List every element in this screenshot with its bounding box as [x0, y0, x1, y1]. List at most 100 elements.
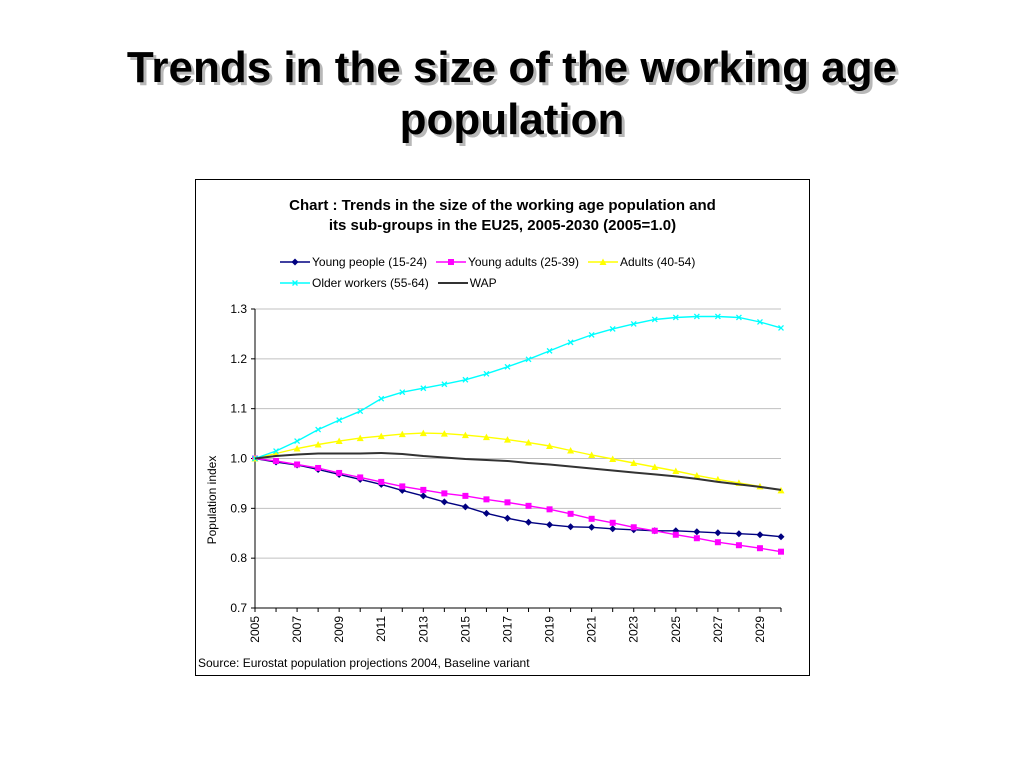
legend-label-young-people: Young people (15-24) — [312, 254, 427, 269]
data-point — [588, 331, 595, 338]
slide-title-line2: population — [399, 95, 625, 144]
data-point — [335, 437, 343, 445]
series-line-adults-40-54 — [254, 432, 782, 492]
data-point — [399, 483, 406, 490]
data-point — [546, 347, 553, 354]
data-point — [294, 461, 301, 468]
legend-label-wap: WAP — [469, 275, 497, 290]
data-point — [462, 376, 469, 383]
data-point — [714, 539, 721, 546]
data-point — [503, 514, 511, 522]
data-point — [440, 430, 448, 437]
legend-swatch-wap — [437, 281, 468, 284]
data-point — [377, 432, 385, 440]
data-point — [483, 370, 490, 377]
data-point — [777, 486, 785, 494]
data-point — [461, 431, 469, 439]
data-point — [525, 356, 532, 363]
plot-area: 0.7 0.8 0.9 1.0 1.1 1.2 1.3 2005 2007 2009 2011 201… — [230, 302, 785, 643]
legend-row-1: Young people (15-24) Young adults (25-39… — [280, 251, 780, 272]
data-point — [756, 531, 764, 539]
data-point — [756, 545, 763, 552]
data-point — [567, 510, 574, 517]
series-wap — [254, 451, 782, 491]
series-line-young-people-15-24 — [254, 457, 782, 538]
legend-swatch-young-adults — [435, 258, 466, 265]
x-tick-label: 2029 — [753, 616, 767, 643]
data-point — [378, 395, 385, 402]
data-point — [294, 438, 301, 445]
data-point — [672, 531, 679, 538]
data-point — [336, 469, 343, 476]
chart-frame: Chart : Trends in the size of the workin… — [195, 179, 810, 676]
x-tick-label: 2027 — [711, 616, 725, 643]
x-tick-label: 2017 — [500, 616, 514, 643]
data-point — [440, 498, 448, 506]
series-line-wap — [254, 451, 782, 491]
legend-swatch-young-people — [280, 258, 310, 265]
data-point — [357, 474, 364, 481]
y-tick-label: 1.2 — [230, 352, 247, 366]
chart-title: Chart : Trends in the size of the workin… — [196, 196, 809, 236]
data-point — [651, 316, 658, 323]
y-tick-label: 1.3 — [230, 302, 247, 316]
data-point — [546, 506, 553, 513]
x-tick-label: 2009 — [332, 616, 346, 643]
legend-label-older-workers: Older workers (55-64) — [312, 275, 429, 290]
data-point — [630, 320, 637, 327]
data-point — [693, 528, 701, 536]
series-older-workers-55-64 — [252, 313, 784, 462]
data-point — [546, 521, 554, 529]
legend-item-wap: WAP — [437, 275, 497, 290]
data-point — [693, 313, 700, 320]
data-point — [441, 381, 448, 388]
data-point — [693, 535, 700, 542]
data-point — [693, 471, 701, 479]
data-point — [588, 515, 595, 522]
x-tick-label: 2023 — [627, 616, 641, 643]
data-point — [609, 455, 617, 462]
data-point — [398, 430, 406, 438]
data-point — [735, 314, 742, 321]
data-point — [356, 434, 364, 442]
data-point — [315, 464, 322, 471]
data-point — [419, 429, 427, 437]
data-point — [482, 509, 490, 517]
data-point — [735, 530, 743, 538]
x-tick-label: 2007 — [290, 616, 304, 643]
data-point — [503, 436, 511, 443]
x-tick-label: 2005 — [248, 616, 262, 643]
data-point — [714, 313, 721, 320]
y-tick-label: 0.8 — [230, 551, 247, 565]
data-point — [567, 339, 574, 346]
data-point — [778, 324, 784, 331]
data-point — [735, 542, 742, 549]
y-tick-label: 1.1 — [230, 402, 247, 416]
data-point — [630, 459, 638, 466]
data-point — [525, 439, 533, 446]
data-point — [714, 529, 722, 537]
chart-title-line1: Chart : Trends in the size of the workin… — [289, 197, 716, 214]
data-point — [609, 519, 616, 526]
data-point — [273, 448, 279, 454]
data-point — [778, 548, 784, 555]
y-tick-label: 1.0 — [230, 452, 247, 466]
data-point — [651, 463, 659, 470]
data-point — [420, 385, 427, 392]
series-line-older-workers-55-64 — [254, 315, 782, 460]
legend-label-young-adults: Young adults (25-39) — [467, 254, 579, 269]
legend-item-young-adults: Young adults (25-39) — [435, 254, 579, 269]
legend-swatch-older-workers — [280, 279, 310, 286]
data-point — [461, 503, 469, 511]
x-tick-label: 2011 — [374, 616, 388, 642]
data-point — [483, 496, 490, 503]
data-point — [757, 318, 763, 325]
data-point — [777, 533, 785, 541]
data-point — [441, 490, 448, 497]
data-point — [546, 442, 554, 450]
data-point — [525, 502, 532, 509]
series-line-young-adults-25-39 — [254, 457, 782, 553]
x-tick-label: 2019 — [543, 616, 557, 643]
slide-title-line1: Trends in the size of the working age — [126, 43, 898, 92]
data-point — [525, 518, 533, 526]
